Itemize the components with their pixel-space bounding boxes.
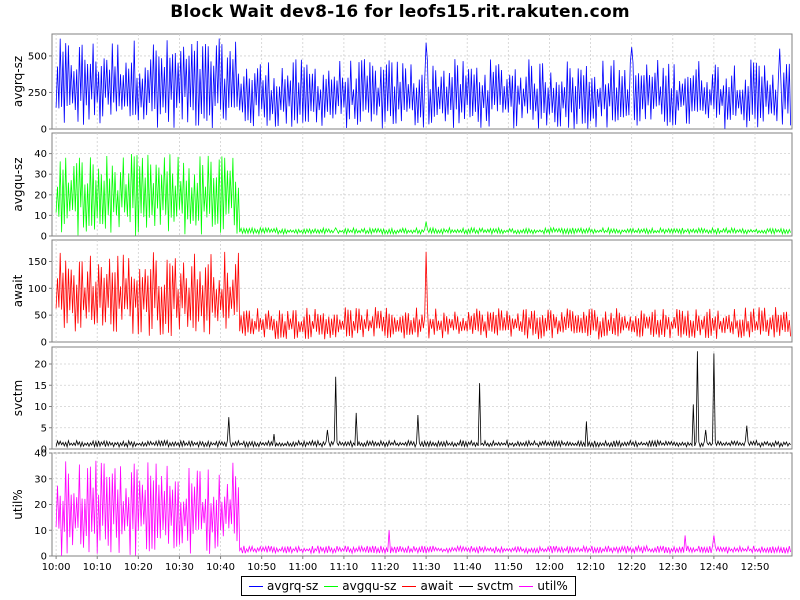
legend-item: util% [519, 579, 568, 593]
x-tick-label: 12:20 [617, 562, 646, 573]
y-tick-label: 0 [41, 125, 47, 136]
x-tick-label: 10:20 [124, 562, 153, 573]
legend: avgrq-sz avgqu-sz await svctm util% [241, 576, 576, 596]
y-tick-label: 10 [34, 402, 47, 413]
x-tick-label: 12:00 [535, 562, 564, 573]
y-axis-label: avgqu-sz [11, 157, 25, 211]
panel-frame [51, 346, 793, 450]
y-tick-label: 0 [41, 445, 47, 456]
x-tick-label: 12:40 [699, 562, 728, 573]
panel-frame [51, 132, 793, 237]
y-tick-label: 40 [34, 449, 47, 460]
x-tick-label: 11:00 [288, 562, 317, 573]
series-line-util% [55, 460, 791, 556]
legend-item: svctm [459, 579, 513, 593]
y-tick-label: 0 [41, 552, 47, 563]
y-tick-label: 500 [28, 51, 47, 62]
y-tick-label: 0 [41, 232, 47, 243]
legend-swatch [324, 585, 339, 587]
legend-label: avgqu-sz [342, 579, 397, 593]
y-tick-label: 30 [34, 474, 47, 485]
series-line-await [55, 251, 791, 340]
legend-label: avgrq-sz [267, 579, 319, 593]
legend-swatch [402, 585, 417, 587]
legend-swatch [519, 585, 534, 587]
panel-3: 0 5 10 15 20 svctm [11, 346, 793, 456]
y-tick-label: 20 [34, 500, 47, 511]
series-line-avgqu-sz [55, 153, 791, 236]
x-tick-label: 12:10 [576, 562, 605, 573]
panel-1: 0 10 20 30 40 avgqu-sz [11, 132, 793, 243]
y-tick-label: 250 [28, 88, 47, 99]
x-tick-label: 10:00 [42, 562, 71, 573]
legend-item: avgqu-sz [324, 579, 396, 593]
x-tick-label: 11:10 [329, 562, 358, 573]
y-axis-label: util% [11, 489, 25, 519]
series-line-svctm [55, 351, 791, 449]
y-tick-label: 10 [34, 211, 47, 222]
y-axis-label: avgrq-sz [11, 56, 25, 107]
x-tick-label: 10:10 [83, 562, 112, 573]
y-axis-label: svctm [11, 380, 25, 416]
legend-swatch [459, 585, 474, 587]
y-tick-label: 20 [34, 360, 47, 371]
y-axis-label: await [11, 274, 25, 307]
legend-swatch [249, 585, 263, 587]
y-tick-label: 40 [34, 149, 47, 160]
y-tick-label: 10 [34, 526, 47, 537]
legend-label: util% [537, 579, 568, 593]
legend-item: await [402, 579, 453, 593]
y-tick-label: 150 [28, 257, 47, 268]
legend-label: await [420, 579, 454, 593]
x-tick-label: 11:30 [412, 562, 441, 573]
legend-item: avgrq-sz [249, 579, 318, 593]
y-tick-label: 20 [34, 190, 47, 201]
series-line-avgrq-sz [55, 38, 791, 129]
y-tick-label: 5 [41, 423, 47, 434]
y-tick-label: 0 [41, 338, 47, 349]
panel-frame [51, 239, 793, 343]
x-tick-label: 10:50 [247, 562, 276, 573]
panel-4: 0 10 20 30 40 util% [11, 449, 793, 563]
y-tick-label: 100 [28, 284, 47, 295]
x-tick-label: 12:50 [741, 562, 770, 573]
chart-title: Block Wait dev8-16 for leofs15.rit.rakut… [170, 2, 630, 22]
x-tick-label: 12:30 [658, 562, 687, 573]
x-tick-label: 10:40 [206, 562, 235, 573]
y-tick-label: 15 [34, 381, 47, 392]
x-tick-label: 11:40 [453, 562, 482, 573]
y-tick-label: 30 [34, 170, 47, 181]
y-tick-label: 50 [34, 311, 47, 322]
x-tick-label: 11:50 [494, 562, 523, 573]
x-tick-label: 10:30 [165, 562, 194, 573]
legend-label: svctm [477, 579, 514, 593]
x-tick-label: 11:20 [371, 562, 400, 573]
